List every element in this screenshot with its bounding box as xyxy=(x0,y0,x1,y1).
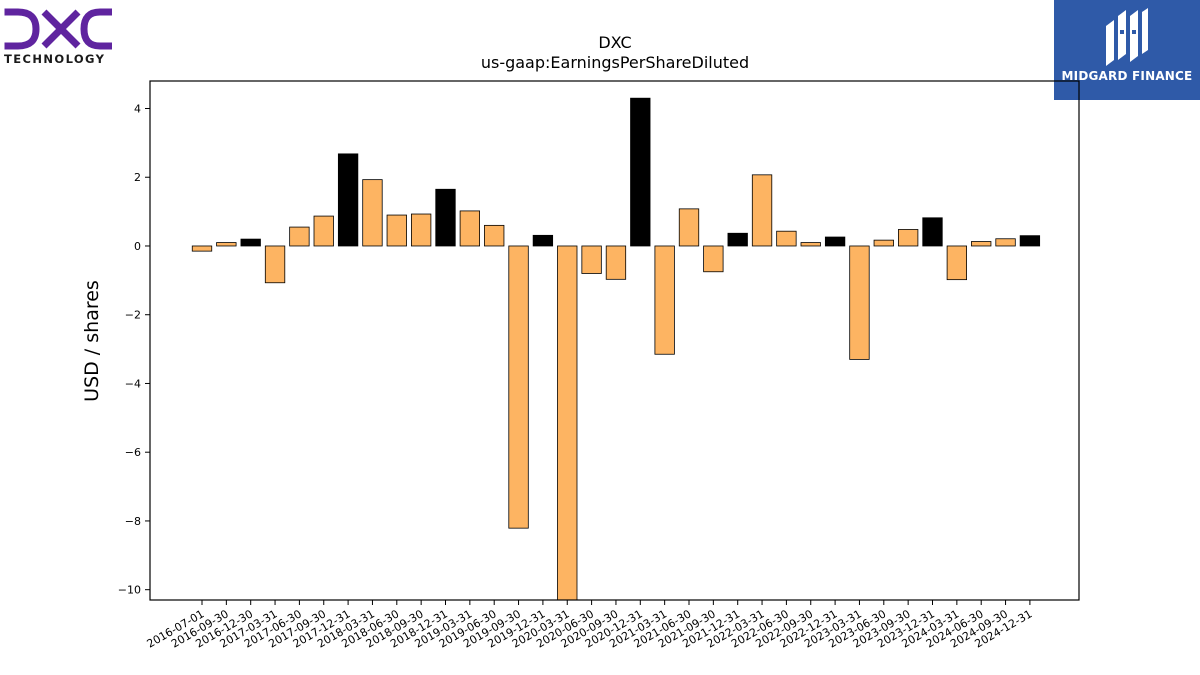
bar-2020-12-31 xyxy=(630,97,651,247)
dxc-logo xyxy=(4,8,112,50)
bar-2017-03-31 xyxy=(264,245,286,284)
bar-2019-03-31 xyxy=(459,210,481,247)
y-tick-label: 0 xyxy=(134,240,141,253)
chart-title: DXC xyxy=(598,33,631,52)
bar-2024-06-30 xyxy=(971,241,992,247)
bar-series xyxy=(191,97,1041,601)
y-axis-label: USD / shares xyxy=(81,280,103,402)
bar-2024-09-30 xyxy=(995,238,1016,247)
bar-2018-09-30 xyxy=(410,213,432,247)
bar-2022-12-31 xyxy=(824,236,846,247)
bar-2021-09-30 xyxy=(703,245,724,273)
bar-2023-12-31 xyxy=(922,217,943,247)
bar-2018-03-31 xyxy=(362,179,383,247)
bar-2024-03-31 xyxy=(946,245,967,281)
midgard-finance-wordmark: MIDGARD FINANCE xyxy=(1061,69,1193,83)
bar-2018-06-30 xyxy=(386,214,407,247)
bar-2017-06-30 xyxy=(289,226,310,247)
y-tick-label: −8 xyxy=(125,515,141,528)
bar-2020-06-30 xyxy=(581,245,602,274)
midgard-finance-logo: MIDGARD FINANCE xyxy=(1054,0,1200,100)
midgard-mark-icon xyxy=(1106,8,1148,66)
bar-2016-07-01 xyxy=(191,245,213,252)
y-axis: 4 2 0 −2 −4 −6 −8 −10 xyxy=(118,102,150,597)
bar-2023-03-31 xyxy=(849,245,870,360)
bar-2018-12-31 xyxy=(435,188,456,247)
bar-2022-09-30 xyxy=(800,242,821,247)
bar-2020-03-31 xyxy=(557,245,578,601)
bar-2022-06-30 xyxy=(776,230,797,247)
bar-2019-12-31 xyxy=(532,234,554,247)
y-tick-label: −10 xyxy=(118,584,141,597)
bar-2017-12-31 xyxy=(337,153,359,247)
bar-2019-06-30 xyxy=(484,224,505,247)
y-tick-label: −2 xyxy=(125,309,141,322)
bar-2022-03-31 xyxy=(751,174,773,247)
bar-2021-03-31 xyxy=(654,245,675,355)
bar-2024-12-31 xyxy=(1019,235,1041,247)
y-tick-label: 2 xyxy=(134,171,141,184)
bar-2016-12-30 xyxy=(240,238,261,247)
bar-2017-09-30 xyxy=(313,215,334,247)
y-tick-label: −6 xyxy=(125,446,141,459)
bar-2016-09-30 xyxy=(216,242,237,247)
chart-subtitle: us-gaap:EarningsPerShareDiluted xyxy=(481,53,749,72)
plot-frame xyxy=(149,80,1080,601)
bar-2020-09-30 xyxy=(605,245,627,280)
bar-2019-09-30 xyxy=(508,245,529,529)
dxc-logo-subtitle: TECHNOLOGY xyxy=(4,52,106,66)
y-tick-label: −4 xyxy=(125,377,141,390)
bar-2021-06-30 xyxy=(678,208,700,247)
y-tick-label: 4 xyxy=(134,102,141,115)
bar-2023-09-30 xyxy=(898,229,919,247)
x-axis: 2016-07-012016-09-302016-12-302017-03-31… xyxy=(145,600,1034,651)
bar-2021-12-31 xyxy=(727,232,748,247)
bar-2023-06-30 xyxy=(873,239,894,247)
